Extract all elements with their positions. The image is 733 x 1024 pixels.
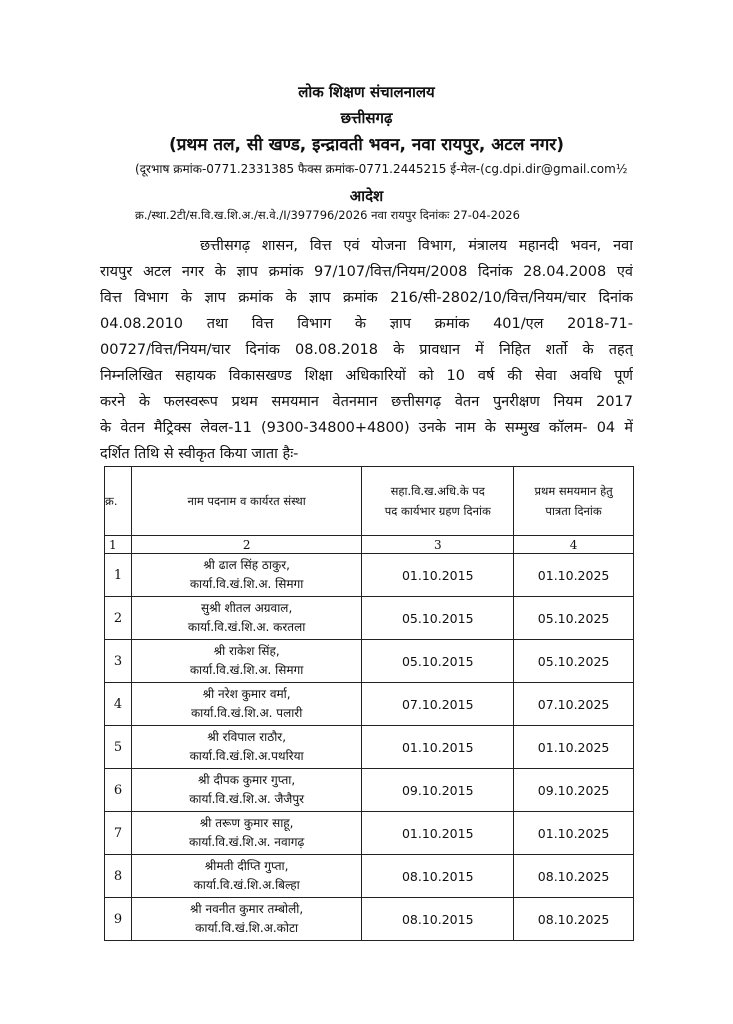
body-line: दर्शित तिथि से स्वीकृत किया जाता हैः- bbox=[100, 446, 299, 462]
header-joining-date: सहा.वि.ख.अधि.के पद पद कार्यभार ग्रहण दिन… bbox=[361, 466, 515, 536]
table-row: 7 श्री तरूण कुमार साहू, कार्या.वि.खं.शि.अ.… bbox=[104, 811, 634, 855]
serial-number: 9 bbox=[104, 897, 132, 941]
order-body: छत्तीसगढ़ शासन, वित्त एवं योजना विभाग, म… bbox=[100, 233, 633, 467]
eligibility-date: 09.10.2025 bbox=[513, 768, 634, 812]
joining-date: 07.10.2015 bbox=[361, 682, 515, 726]
officer-name: श्रीमती दीप्ति गुप्ता, bbox=[204, 859, 289, 873]
column-number: 4 bbox=[513, 535, 634, 554]
name-post-cell: श्री दीपक कुमार गुप्ता, कार्या.वि.खं.शि.अ… bbox=[130, 768, 363, 812]
order-reference: क्र./स्था.2टी/स.वि.ख.शि.अ./स.वे./I/39779… bbox=[135, 208, 520, 222]
name-post-cell: श्री ढाल सिंह ठाकुर, कार्या.वि.खं.शि.अ. स… bbox=[130, 553, 363, 597]
eligibility-date: 01.10.2025 bbox=[513, 811, 634, 855]
body-line: करने के फलस्वरूप प्रथम समयमान वेतनमान छत… bbox=[100, 394, 633, 410]
eligibility-date: 08.10.2025 bbox=[513, 897, 634, 941]
header-name: नाम पदनाम व कार्यरत संस्था bbox=[130, 466, 363, 536]
joining-date: 05.10.2015 bbox=[361, 639, 515, 683]
body-line: वित्त विभाग के ज्ञाप क्रमांक के ज्ञाप क्… bbox=[100, 290, 633, 306]
state-name: छत्तीसगढ़ bbox=[340, 109, 393, 127]
joining-date: 08.10.2015 bbox=[361, 897, 515, 941]
officer-name: श्री राकेश सिंह, bbox=[213, 644, 280, 658]
joining-date: 01.10.2015 bbox=[361, 553, 515, 597]
officer-post: कार्या.वि.खं.शि.अ. सिमगा bbox=[189, 663, 304, 677]
body-line: रायपुर अटल नगर के ज्ञाप क्रमांक 97/107/व… bbox=[100, 264, 633, 280]
serial-number: 1 bbox=[104, 553, 132, 597]
officer-post: कार्या.वि.खं.शि.अ. नवागढ़ bbox=[189, 835, 305, 849]
officer-name: श्री नरेश कुमार वर्मा, bbox=[202, 687, 291, 701]
joining-date: 01.10.2015 bbox=[361, 725, 515, 769]
table-row: 3 श्री राकेश सिंह, कार्या.वि.खं.शि.अ. सिमग… bbox=[104, 639, 634, 683]
joining-date: 05.10.2015 bbox=[361, 596, 515, 640]
officer-post: कार्या.वि.खं.शि.अ. सिमगा bbox=[189, 577, 304, 591]
body-line: 04.08.2010 तथा वित्त विभाग के ज्ञाप क्रम… bbox=[100, 316, 633, 332]
column-number-row: 1 2 3 4 bbox=[104, 535, 634, 554]
office-name: लोक शिक्षण संचालनालय bbox=[298, 83, 435, 101]
column-number: 2 bbox=[130, 535, 363, 554]
office-address: (प्रथम तल, सी खण्ड, इन्द्रावती भवन, नवा … bbox=[168, 135, 565, 155]
table-row: 2 सुश्री शीतल अग्रवाल, कार्या.वि.खं.शि.अ. … bbox=[104, 596, 634, 640]
name-post-cell: श्री तरूण कुमार साहू, कार्या.वि.खं.शि.अ. … bbox=[130, 811, 363, 855]
officer-post: कार्या.वि.खं.शि.अ. जैजैपुर bbox=[189, 792, 305, 806]
body-line: निम्नलिखित सहायक विकासखण्ड शिक्षा अधिकार… bbox=[100, 368, 633, 384]
officer-post: कार्या.वि.खं.शि.अ. करतला bbox=[187, 620, 306, 634]
serial-number: 6 bbox=[104, 768, 132, 812]
serial-number: 4 bbox=[104, 682, 132, 726]
officer-name: श्री रविपाल राठौर, bbox=[207, 730, 287, 744]
body-line: छत्तीसगढ़ शासन, वित्त एवं योजना विभाग, म… bbox=[200, 238, 633, 254]
officer-post: कार्या.वि.खं.शि.अ. पलारी bbox=[190, 706, 303, 720]
name-post-cell: सुश्री शीतल अग्रवाल, कार्या.वि.खं.शि.अ. क… bbox=[130, 596, 363, 640]
serial-number: 2 bbox=[104, 596, 132, 640]
table-row: 8 श्रीमती दीप्ति गुप्ता, कार्या.वि.खं.शि.अ… bbox=[104, 854, 634, 898]
serial-number: 7 bbox=[104, 811, 132, 855]
name-post-cell: श्री राकेश सिंह, कार्या.वि.खं.शि.अ. सिमगा bbox=[130, 639, 363, 683]
eligibility-date: 01.10.2025 bbox=[513, 725, 634, 769]
table-row: 9 श्री नवनीत कुमार तम्बोली, कार्या.वि.खं.श… bbox=[104, 897, 634, 941]
eligibility-date: 07.10.2025 bbox=[513, 682, 634, 726]
table-header-row: क्र. नाम पदनाम व कार्यरत संस्था सहा.वि.ख… bbox=[104, 466, 634, 536]
serial-number: 8 bbox=[104, 854, 132, 898]
name-post-cell: श्रीमती दीप्ति गुप्ता, कार्या.वि.खं.शि.अ.… bbox=[130, 854, 363, 898]
contact-info: (दूरभाष क्रमांक-0771.2331385 फैक्स क्रमा… bbox=[135, 162, 628, 176]
name-post-cell: श्री नवनीत कुमार तम्बोली, कार्या.वि.खं.शि… bbox=[130, 897, 363, 941]
header-eligibility-date: प्रथम समयमान हेतु पात्रता दिनांक bbox=[513, 466, 634, 536]
eligibility-date: 01.10.2025 bbox=[513, 553, 634, 597]
order-title: आदेश bbox=[349, 187, 384, 205]
column-number: 3 bbox=[361, 535, 515, 554]
joining-date: 01.10.2015 bbox=[361, 811, 515, 855]
officer-name: श्री ढाल सिंह ठाकुर, bbox=[203, 558, 290, 572]
table-row: 1 श्री ढाल सिंह ठाकुर, कार्या.वि.खं.शि.अ. … bbox=[104, 553, 634, 597]
joining-date: 09.10.2015 bbox=[361, 768, 515, 812]
eligibility-date: 05.10.2025 bbox=[513, 639, 634, 683]
table-row: 4 श्री नरेश कुमार वर्मा, कार्या.वि.खं.शि.अ… bbox=[104, 682, 634, 726]
officer-name: श्री दीपक कुमार गुप्ता, bbox=[198, 773, 296, 787]
name-post-cell: श्री रविपाल राठौर, कार्या.वि.खं.शि.अ.पथरि… bbox=[130, 725, 363, 769]
officer-post: कार्या.वि.खं.शि.अ.कोटा bbox=[195, 921, 299, 935]
eligibility-date: 08.10.2025 bbox=[513, 854, 634, 898]
table-row: 5 श्री रविपाल राठौर, कार्या.वि.खं.शि.अ.पथर… bbox=[104, 725, 634, 769]
table-row: 6 श्री दीपक कुमार गुप्ता, कार्या.वि.खं.शि.… bbox=[104, 768, 634, 812]
officer-name: श्री तरूण कुमार साहू, bbox=[199, 816, 294, 830]
joining-date: 08.10.2015 bbox=[361, 854, 515, 898]
officer-post: कार्या.वि.खं.शि.अ.पथरिया bbox=[189, 749, 304, 763]
eligibility-date: 05.10.2025 bbox=[513, 596, 634, 640]
serial-number: 5 bbox=[104, 725, 132, 769]
header-serial: क्र. bbox=[104, 466, 132, 536]
officers-table: क्र. नाम पदनाम व कार्यरत संस्था सहा.वि.ख… bbox=[104, 466, 634, 941]
officer-name: श्री नवनीत कुमार तम्बोली, bbox=[190, 902, 304, 916]
column-number: 1 bbox=[104, 535, 132, 554]
officer-name: सुश्री शीतल अग्रवाल, bbox=[201, 601, 293, 615]
body-line: के वेतन मैट्रिक्स लेवल-11 (9300-34800+48… bbox=[100, 420, 633, 436]
officer-post: कार्या.वि.खं.शि.अ.बिल्हा bbox=[193, 878, 300, 892]
name-post-cell: श्री नरेश कुमार वर्मा, कार्या.वि.खं.शि.अ.… bbox=[130, 682, 363, 726]
body-line: 00727/वित्त/नियम/चार दिनांक 08.08.2018 क… bbox=[100, 342, 633, 358]
serial-number: 3 bbox=[104, 639, 132, 683]
